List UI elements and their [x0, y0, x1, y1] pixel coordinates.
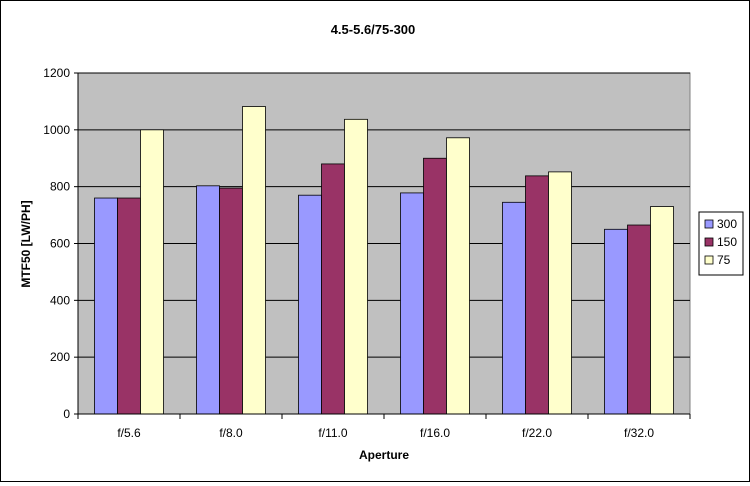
y-tick-label: 1200 — [43, 66, 70, 80]
y-tick-label: 400 — [50, 293, 70, 307]
bar-300-f/11.0 — [298, 194, 322, 415]
y-tick-label: 200 — [50, 350, 70, 364]
bar-75-f/5.6 — [140, 129, 164, 415]
x-tick-label: f/32.0 — [624, 426, 654, 440]
legend-swatch-150 — [704, 237, 714, 247]
bar-300-f/8.0 — [196, 185, 220, 415]
bar-150-f/22.0 — [525, 175, 549, 415]
chart-title: 4.5-5.6/75-300 — [331, 22, 416, 37]
bar-75-f/11.0 — [344, 118, 368, 415]
x-tick-label: f/5.6 — [117, 426, 141, 440]
x-tick-label: f/16.0 — [420, 426, 450, 440]
bar-75-f/22.0 — [548, 171, 572, 415]
x-tick-label: f/11.0 — [318, 426, 347, 440]
legend-swatch-75 — [704, 255, 714, 265]
bar-150-f/8.0 — [219, 187, 243, 415]
y-tick-label: 0 — [63, 407, 70, 421]
x-tick-label: f/8.0 — [219, 426, 243, 440]
legend-label-75: 75 — [717, 253, 731, 267]
bar-75-f/8.0 — [242, 106, 266, 415]
bar-75-f/32.0 — [650, 206, 674, 415]
bar-150-f/32.0 — [627, 224, 651, 415]
legend-swatch-300 — [704, 219, 714, 229]
bar-300-f/5.6 — [94, 197, 118, 415]
bar-150-f/5.6 — [117, 197, 141, 415]
x-tick-label: f/22.0 — [522, 426, 552, 440]
legend: 300 150 75 — [698, 211, 744, 276]
legend-label-150: 150 — [717, 235, 737, 249]
y-tick-label: 800 — [50, 180, 70, 194]
plot-area: 0 200 400 600 800 1000 1200 f/5.6 f/8.0 f/11.0 f/1… — [43, 66, 691, 440]
bar-75-f/16.0 — [446, 137, 470, 415]
bar-150-f/11.0 — [321, 163, 345, 415]
bar-300-f/16.0 — [400, 192, 424, 415]
bar-300-f/32.0 — [604, 228, 628, 415]
y-tick-label: 600 — [50, 237, 70, 251]
x-axis-label: Aperture — [359, 448, 409, 462]
bar-300-f/22.0 — [502, 201, 526, 415]
legend-label-300: 300 — [717, 217, 737, 231]
y-axis-label: MTF50 [LW/PH] — [19, 200, 33, 287]
bar-150-f/16.0 — [423, 157, 447, 415]
y-tick-label: 1000 — [43, 123, 70, 137]
